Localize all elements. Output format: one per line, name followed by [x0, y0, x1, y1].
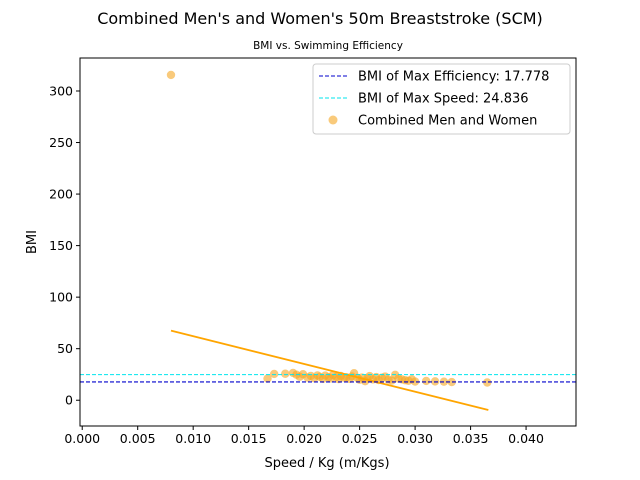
y-tick-label: 50 — [57, 341, 73, 356]
legend-box — [312, 63, 571, 135]
x-tick-label: 0.005 — [120, 431, 156, 446]
legend-swatch-dot — [328, 115, 338, 125]
scatter-point — [410, 377, 420, 386]
plot-frame — [79, 57, 577, 427]
axes: 0.000 0.005 0.010 0.015 0.020 0.025 0.030 0.035… — [49, 57, 577, 446]
legend-label: Combined Men and Women — [358, 114, 537, 129]
scatter-point — [483, 378, 492, 387]
y-tick-label: 200 — [49, 187, 73, 202]
x-tick-label: 0.015 — [231, 431, 267, 446]
y-tick-label: 0 — [65, 393, 73, 408]
x-tick-label: 0.030 — [397, 431, 433, 446]
legend-label: BMI of Max Speed: 24.836 — [358, 92, 529, 107]
legend-label: BMI of Max Efficiency: 17.778 — [358, 70, 549, 85]
scatter-point — [447, 377, 456, 387]
legend: BMI of Max Efficiency: 17.778 BMI of Max … — [312, 63, 571, 135]
x-tick-label: 0.010 — [175, 431, 211, 446]
plot-area — [80, 70, 576, 411]
scatter-point — [269, 369, 279, 379]
chart-title: Combined Men's and Women's 50m Breaststr… — [97, 9, 543, 28]
scatter-point — [422, 376, 431, 386]
chart-subtitle: BMI vs. Swimming Efficiency — [253, 40, 403, 52]
y-tick-label: 250 — [49, 135, 73, 150]
y-tick-label: 300 — [49, 83, 73, 98]
plot-marks — [80, 70, 576, 411]
y-tick-label: 150 — [49, 238, 73, 253]
trend-line — [170, 329, 489, 411]
x-tick-label: 0.025 — [342, 431, 378, 446]
scatter-point — [281, 369, 290, 378]
scatter-point — [166, 70, 176, 80]
x-tick-label: 0.035 — [453, 431, 489, 446]
y-axis-label: BMI — [25, 230, 40, 254]
x-tick-label: 0.000 — [64, 431, 100, 446]
x-tick-label: 0.040 — [508, 431, 544, 446]
scatter-point — [263, 374, 272, 383]
y-tick-label: 100 — [49, 290, 73, 305]
x-axis-label: Speed / Kg (m/Kgs) — [264, 456, 389, 471]
x-tick-label: 0.020 — [286, 431, 322, 446]
